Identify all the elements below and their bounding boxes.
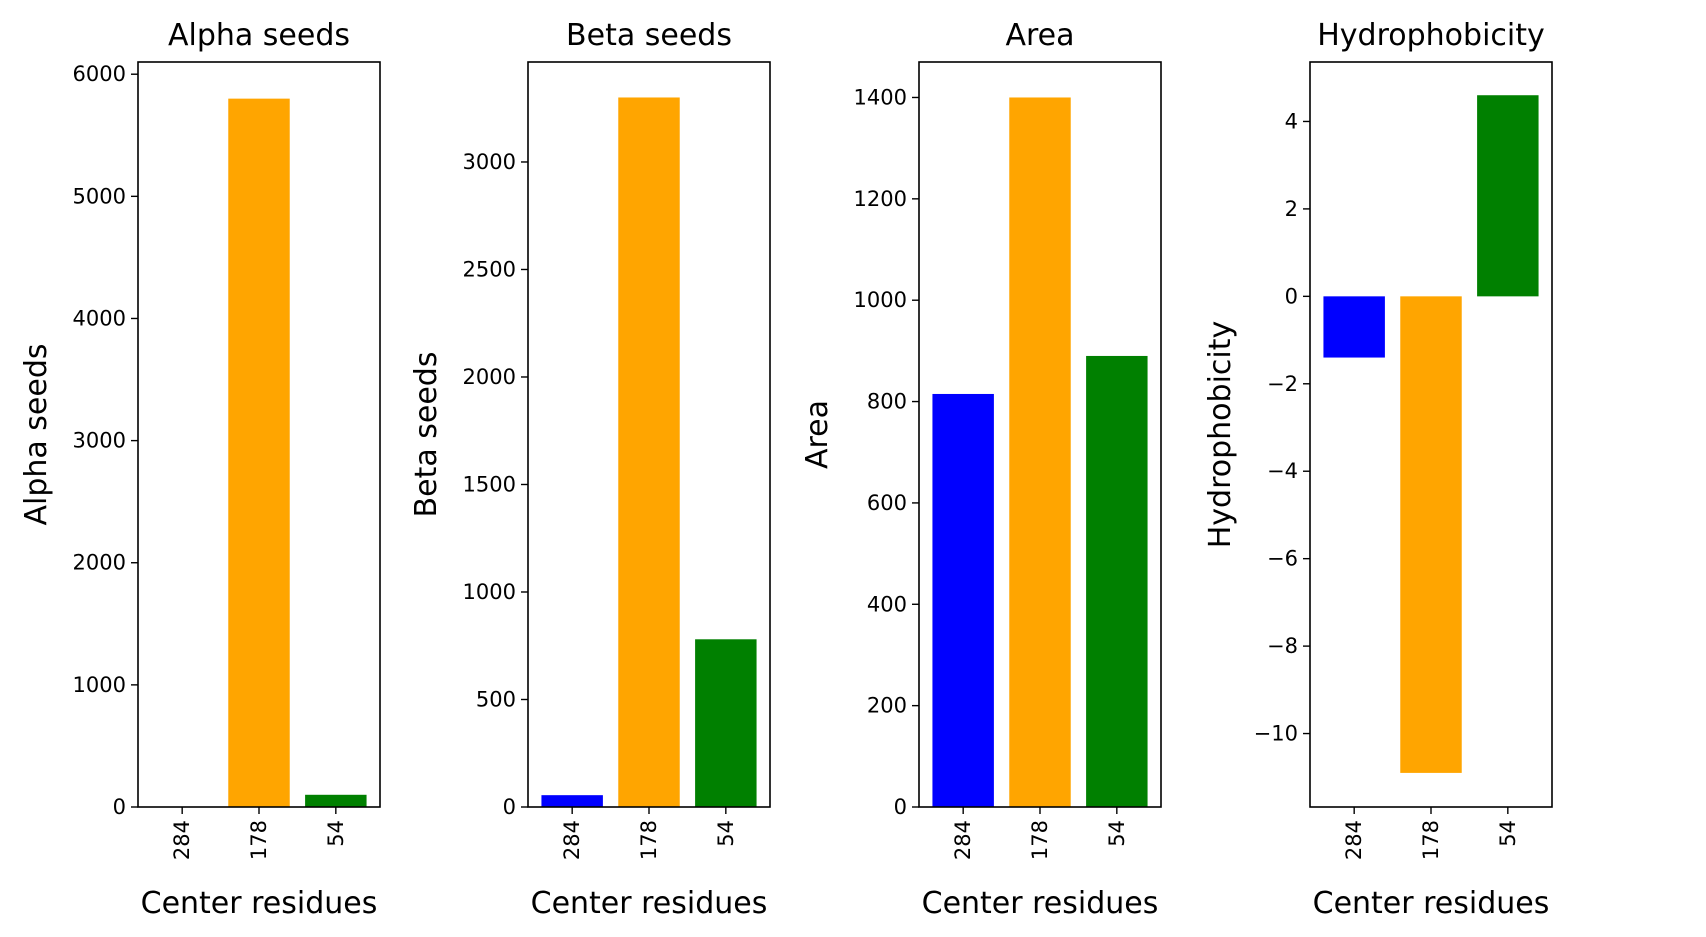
y-tick-label: 0 [503, 795, 516, 819]
x-tick-label: 54 [324, 820, 348, 847]
y-tick-label: 0 [113, 795, 126, 819]
bar-54 [695, 639, 757, 807]
chart-title: Alpha seeds [168, 18, 350, 53]
y-tick-label: 600 [867, 491, 907, 515]
chart-title: Hydrophobicity [1317, 18, 1545, 53]
y-tick-label: 4 [1285, 109, 1298, 133]
x-tick-label: 284 [170, 820, 194, 860]
y-tick-label: −10 [1254, 722, 1298, 746]
y-tick-label: 1000 [463, 580, 516, 604]
y-tick-label: 1500 [463, 472, 516, 496]
x-tick-label: 54 [1105, 820, 1129, 847]
bar-178 [228, 98, 290, 807]
x-tick-label: 178 [1028, 820, 1052, 860]
y-tick-label: −6 [1267, 547, 1298, 571]
y-tick-label: 1400 [854, 85, 907, 109]
bar-54 [1086, 355, 1148, 807]
chart-panel-1: 0 1000 2000 3000 4000 5000 6000 284 178 54 Alpha s… [19, 18, 381, 921]
y-tick-label: 0 [894, 795, 907, 819]
chart-panel-4: −10 −8 −6 −4 −2 0 2 4 284 178 54 Hydrophobicity Cent… [1203, 18, 1553, 921]
bar-178 [618, 97, 680, 808]
x-tick-label: 178 [637, 820, 661, 860]
y-tick-label: 2500 [463, 257, 516, 281]
chart-title: Beta seeds [566, 18, 732, 53]
y-axis-label: Alpha seeds [19, 343, 54, 525]
y-axis-label: Hydrophobicity [1203, 321, 1238, 549]
x-axis-label: Center residues [531, 886, 768, 921]
x-tick-label: 178 [247, 820, 271, 860]
bar-284 [932, 393, 994, 807]
y-tick-label: 400 [867, 592, 907, 616]
y-axis-label: Area [800, 400, 835, 469]
bar-284 [1323, 296, 1385, 358]
x-tick-label: 284 [560, 820, 584, 860]
y-tick-label: 500 [476, 687, 516, 711]
y-tick-label: −4 [1267, 459, 1298, 483]
chart-panel-3: 0 200 400 600 800 1000 1200 1400 284 178 54 Area Cen… [800, 18, 1162, 921]
bar-54 [1477, 95, 1539, 297]
y-tick-label: 6000 [73, 62, 126, 86]
y-tick-label: 4000 [73, 306, 126, 330]
y-tick-label: 2 [1285, 197, 1298, 221]
y-tick-label: 1200 [854, 187, 907, 211]
y-tick-label: 5000 [73, 184, 126, 208]
bar-54 [305, 794, 367, 807]
bar-178 [1009, 97, 1071, 808]
x-tick-label: 54 [1496, 820, 1520, 847]
chart-panel-2: 0 500 1000 1500 2000 2500 3000 284 178 54 Beta see… [409, 18, 771, 921]
y-tick-label: 1000 [854, 288, 907, 312]
x-tick-label: 284 [1342, 820, 1366, 860]
x-axis-label: Center residues [922, 886, 1159, 921]
bar-178 [1400, 296, 1462, 773]
y-tick-label: −2 [1267, 372, 1298, 396]
y-tick-label: 200 [867, 694, 907, 718]
x-tick-label: 284 [951, 820, 975, 860]
y-tick-label: 2000 [73, 551, 126, 575]
x-tick-label: 54 [714, 820, 738, 847]
y-tick-label: 2000 [463, 365, 516, 389]
y-tick-label: 0 [1285, 284, 1298, 308]
chart-title: Area [1005, 18, 1074, 53]
y-tick-label: 3000 [73, 429, 126, 453]
y-tick-label: 800 [867, 390, 907, 414]
y-tick-label: 1000 [73, 673, 126, 697]
y-axis-label: Beta seeds [409, 352, 444, 518]
y-tick-label: −8 [1267, 634, 1298, 658]
x-axis-label: Center residues [141, 886, 378, 921]
x-axis-label: Center residues [1313, 886, 1550, 921]
y-tick-label: 3000 [463, 150, 516, 174]
bar-284 [541, 795, 603, 807]
x-tick-label: 178 [1419, 820, 1443, 860]
